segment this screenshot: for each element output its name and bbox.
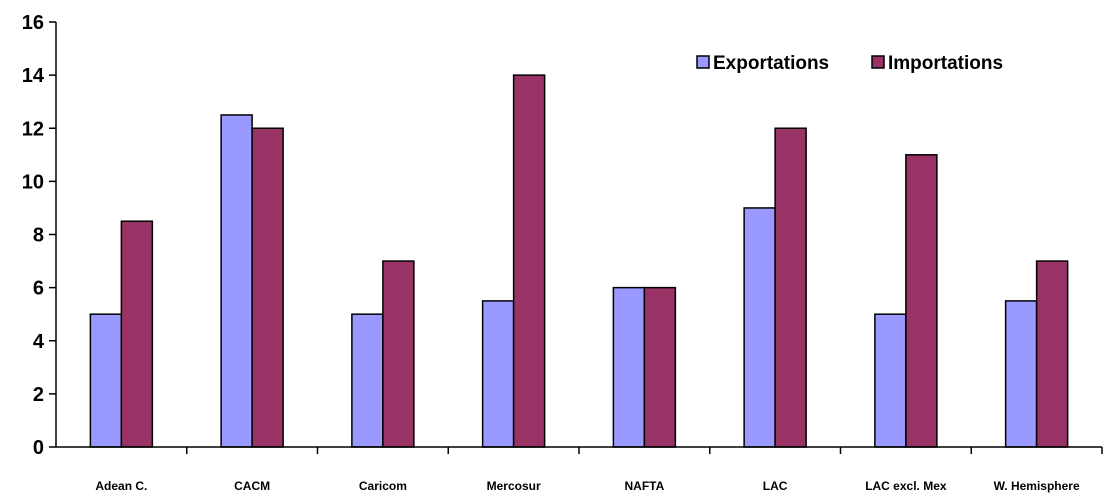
- bar-importations-2: [382, 260, 415, 448]
- x-tick-label: Mercosur: [487, 479, 541, 493]
- y-tick-label: 6: [33, 278, 44, 300]
- y-ticks: 0 2 4 6 8 10 12 14 16: [22, 12, 56, 459]
- bar-importations-5: [774, 127, 807, 448]
- bar-exportations-7: [1004, 300, 1038, 448]
- x-tick-label: Adean C.: [95, 479, 147, 493]
- y-tick-label: 4: [33, 331, 45, 353]
- bar-exportations-5: [743, 207, 776, 448]
- x-tick-label: NAFTA: [624, 479, 664, 493]
- bar-exportations-4: [612, 286, 646, 448]
- y-tick-label: 10: [22, 171, 44, 193]
- x-tick-label: W. Hemisphere: [994, 479, 1080, 493]
- x-tick-label: LAC excl. Mex: [865, 479, 947, 493]
- bar-exportations-2: [351, 313, 384, 448]
- y-tick-label: 14: [22, 65, 45, 87]
- legend-label-importations: Importations: [888, 53, 1003, 74]
- bar-importations-1: [251, 127, 284, 448]
- legend-label-exportations: Exportations: [713, 53, 829, 74]
- y-tick-label: 16: [22, 12, 44, 34]
- bar-exportations-0: [89, 313, 123, 448]
- legend-swatch-exportations: [696, 55, 710, 69]
- bar-importations-3: [512, 74, 546, 448]
- y-tick-label: 0: [33, 437, 44, 459]
- bar-exportations-6: [874, 313, 907, 448]
- bar-importations-4: [643, 286, 677, 448]
- x-ticks: Adean C. CACM Caricom Mercosur NAFTA LAC LAC e…: [95, 447, 1103, 493]
- x-tick-label: CACM: [234, 479, 270, 493]
- y-tick-label: 8: [33, 225, 44, 247]
- bar-importations-6: [905, 154, 938, 448]
- bar-importations-0: [120, 220, 154, 448]
- legend: Exportations Importations: [696, 53, 1003, 74]
- bars-layer: [89, 74, 1069, 448]
- legend-swatch-importations: [871, 55, 885, 69]
- x-tick-label: Caricom: [359, 479, 407, 493]
- bar-exportations-1: [220, 114, 253, 448]
- x-tick-label: LAC: [763, 479, 788, 493]
- bar-exportations-3: [481, 300, 515, 448]
- y-tick-label: 12: [22, 118, 44, 140]
- bar-importations-7: [1035, 260, 1069, 448]
- y-tick-label: 2: [33, 384, 44, 406]
